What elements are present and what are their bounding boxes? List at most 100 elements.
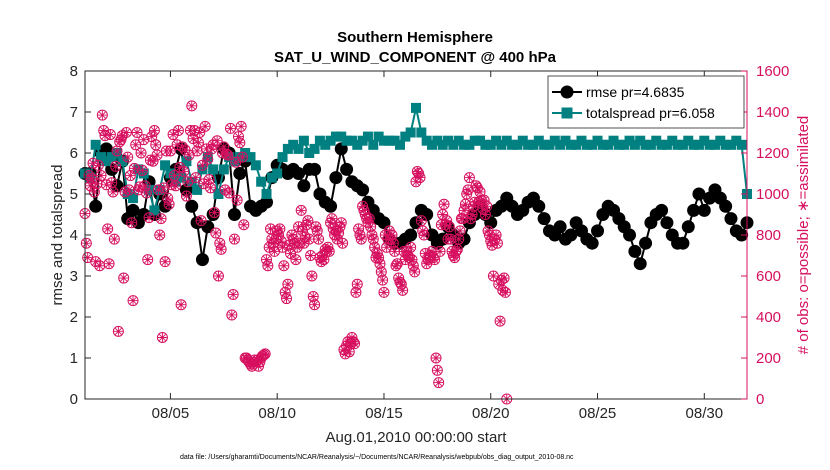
obs-assimilated-point [180, 145, 190, 155]
obs-assimilated-point [491, 230, 501, 240]
obs-assimilated-point [464, 173, 474, 183]
rmse-point [697, 203, 711, 217]
spread-point [165, 168, 176, 179]
spread-point [480, 139, 491, 150]
spread-point [389, 135, 400, 146]
obs-assimilated-point [211, 228, 221, 238]
obs-assimilated-point [431, 353, 441, 363]
obs-possible-point [170, 180, 182, 192]
obs-assimilated-point [408, 261, 418, 271]
spread-point [496, 139, 507, 150]
spread-point [282, 143, 293, 154]
obs-assimilated-point [479, 195, 489, 205]
obs-possible-point [126, 217, 138, 229]
rmse-point [532, 199, 546, 213]
obs-assimilated-point [499, 273, 509, 283]
obs-assimilated-point [133, 185, 143, 195]
obs-assimilated-point [352, 279, 362, 289]
obs-possible-point [429, 254, 441, 266]
obs-assimilated-point [488, 271, 498, 281]
obs-assimilated-point [195, 128, 205, 137]
obs-marker [175, 299, 187, 311]
obs-marker [207, 139, 219, 151]
obs-assimilated-point [406, 242, 416, 252]
spread-point [256, 176, 267, 187]
spread-point [245, 152, 256, 163]
obs-possible-point [203, 174, 215, 186]
obs-assimilated-point [148, 156, 158, 166]
obs-possible-point [262, 260, 274, 272]
obs-assimilated-point [347, 333, 357, 342]
rmse-point [340, 162, 354, 176]
spread-point [432, 135, 443, 146]
obs-marker [466, 209, 478, 220]
spread-point [565, 139, 576, 150]
obs-assimilated-point [136, 148, 146, 158]
obs-marker [211, 135, 223, 147]
spread-point [453, 135, 464, 146]
obs-assimilated-point [442, 216, 452, 226]
obs-assimilated-point [324, 246, 334, 256]
obs-possible-point [114, 136, 126, 148]
obs-assimilated-point [159, 183, 169, 193]
obs-assimilated-point [237, 152, 247, 162]
obs-marker [114, 136, 126, 148]
obs-assimilated-point [438, 210, 448, 219]
spread-point [443, 135, 454, 146]
obs-assimilated-point [376, 267, 386, 277]
y-tick-label: 3 [70, 268, 78, 285]
spread-point [320, 139, 331, 150]
obs-marker [306, 270, 318, 282]
spread-point [464, 139, 475, 150]
rmse-point [297, 179, 311, 193]
spread-point [571, 139, 582, 150]
obs-marker [450, 245, 462, 257]
obs-possible-point [136, 164, 148, 176]
obs-marker [454, 225, 466, 237]
x-tick-label: 08/15 [365, 405, 403, 422]
rmse-point [292, 167, 306, 180]
obs-possible-point [147, 155, 159, 167]
obs-possible-point [148, 124, 160, 136]
obs-possible-point [220, 148, 232, 160]
legend-spread-marker [561, 107, 573, 119]
obs-assimilated-point [372, 248, 382, 258]
obs-possible-point [470, 180, 482, 192]
obs-assimilated-point [107, 178, 117, 188]
obs-marker [226, 309, 238, 321]
obs-marker [155, 213, 167, 225]
obs-possible-point [127, 295, 139, 307]
spread-point [491, 135, 502, 146]
obs-marker [326, 213, 338, 225]
obs-marker [90, 256, 102, 268]
legend-spread-label: totalspread pr=6.058 [586, 105, 715, 121]
spread-point [208, 164, 219, 175]
spread-point [101, 156, 112, 167]
obs-assimilated-point [176, 300, 186, 310]
obs-possible-point [131, 127, 143, 138]
obs-possible-point [95, 170, 107, 182]
obs-marker [433, 377, 445, 389]
obs-possible-point [377, 274, 389, 286]
obs-assimilated-point [355, 230, 365, 240]
legend: rmse pr=4.6835 totalspread pr=6.058 [547, 75, 745, 129]
rmse-point [553, 220, 567, 234]
obs-assimilated-point [302, 220, 312, 230]
obs-possible-point [411, 165, 423, 177]
obs-assimilated-point [199, 179, 209, 189]
obs-assimilated-point [87, 174, 97, 184]
obs-assimilated-point [484, 230, 494, 240]
spread-point [378, 135, 389, 146]
obs-possible-point [387, 237, 399, 249]
y-tick-label: 5 [70, 186, 78, 203]
obs-assimilated-point [81, 238, 91, 248]
y2-tick-label: 1400 [756, 104, 789, 121]
obs-assimilated-point [500, 287, 510, 297]
spread-point [304, 148, 315, 158]
obs-assimilated-point [492, 238, 502, 248]
obs-assimilated-point [378, 275, 388, 285]
obs-possible-point [207, 139, 219, 151]
spread-point [128, 193, 139, 204]
obs-assimilated-point [282, 294, 292, 304]
